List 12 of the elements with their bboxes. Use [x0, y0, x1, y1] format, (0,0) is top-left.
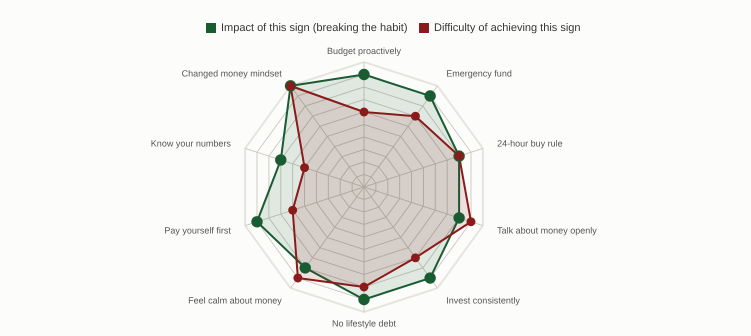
spoke-label: Budget proactively [326, 46, 402, 56]
spoke-label: Emergency fund [446, 68, 512, 79]
spoke-label: Talk about money openly [497, 225, 598, 236]
spoke-label: Invest consistently [446, 295, 520, 306]
spoke-label: Feel calm about money [188, 295, 282, 306]
spoke-label: No lifestyle debt [332, 318, 397, 328]
legend-label: Difficulty of achieving this sign [434, 22, 581, 34]
legend-label: Impact of this sign (breaking the habit) [221, 22, 408, 34]
spoke-label: Pay yourself first [164, 225, 232, 236]
spoke-label: 24-hour buy rule [497, 138, 563, 149]
spoke-label: Changed money mindset [182, 68, 282, 79]
spoke-label: Know your numbers [150, 138, 232, 149]
